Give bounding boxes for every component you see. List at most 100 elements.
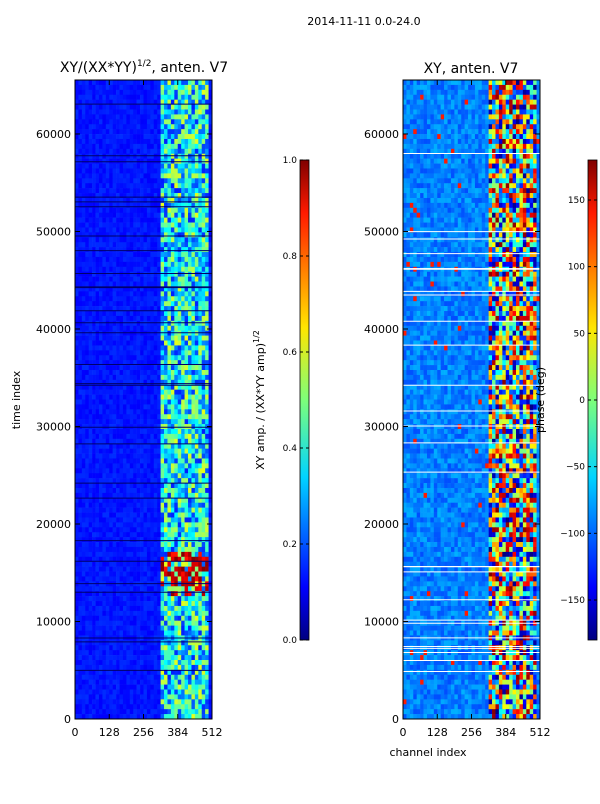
- heatmap-cell: [75, 148, 79, 155]
- heatmap-cell: [177, 537, 182, 543]
- heatmap-cell: [181, 394, 185, 400]
- heatmap-cell: [88, 478, 93, 484]
- heatmap-cell: [98, 183, 103, 189]
- heatmap-cell: [208, 291, 213, 297]
- heatmap-cell: [105, 507, 110, 513]
- heatmap-cell: [177, 350, 182, 356]
- heatmap-cell: [133, 527, 137, 533]
- heatmap-cell: [109, 202, 113, 209]
- heatmap-cell: [133, 193, 137, 199]
- heatmap-cell: [105, 664, 110, 671]
- heatmap-cell: [126, 542, 131, 548]
- heatmap-cell: [143, 315, 148, 322]
- heatmap-cell: [181, 478, 185, 484]
- heatmap-cell: [140, 487, 144, 494]
- heatmap-cell: [119, 320, 124, 327]
- heatmap-cell: [177, 433, 182, 440]
- heatmap-cell: [184, 286, 189, 292]
- heatmap-cell: [88, 586, 93, 592]
- heatmap-cell: [116, 227, 120, 233]
- heatmap-cell: [140, 138, 144, 145]
- heatmap-cell: [116, 517, 120, 523]
- heatmap-cell: [102, 271, 107, 277]
- heatmap-cell: [136, 384, 141, 390]
- heatmap-cell: [122, 291, 127, 297]
- heatmap-cell: [126, 330, 131, 336]
- heatmap-cell: [105, 129, 110, 135]
- heatmap-cell: [133, 271, 137, 277]
- heatmap-cell: [75, 669, 79, 676]
- heatmap-cell: [119, 109, 124, 115]
- heatmap-cell: [184, 148, 189, 155]
- heatmap-cell: [188, 124, 192, 130]
- heatmap-cell: [184, 114, 189, 120]
- heatmap-cell: [78, 537, 83, 543]
- heatmap-cell: [143, 114, 148, 120]
- heatmap-cell: [109, 173, 113, 179]
- heatmap-cell: [146, 483, 151, 489]
- heatmap-cell: [92, 571, 96, 577]
- heatmap-cell: [191, 424, 196, 430]
- heatmap-cell: [143, 532, 148, 538]
- heatmap-cell: [109, 512, 113, 518]
- heatmap-cell: [167, 453, 172, 459]
- heatmap-cell: [160, 247, 165, 253]
- heatmap-cell: [136, 320, 141, 327]
- heatmap-cell: [92, 119, 96, 125]
- heatmap-cell: [109, 546, 113, 553]
- heatmap-cell: [191, 566, 196, 572]
- heatmap-cell: [81, 138, 86, 145]
- heatmap-cell: [177, 591, 182, 597]
- heatmap-cell: [198, 566, 203, 572]
- heatmap-cell: [153, 119, 158, 125]
- heatmap-cell: [95, 183, 100, 189]
- heatmap-cell: [102, 138, 107, 145]
- heatmap-cell: [205, 664, 209, 671]
- heatmap-cell: [174, 330, 179, 336]
- heatmap-cell: [184, 311, 189, 317]
- heatmap-cell: [201, 596, 206, 602]
- heatmap-cell: [92, 379, 96, 386]
- heatmap-cell: [157, 276, 161, 282]
- heatmap-cell: [136, 433, 141, 440]
- heatmap-cell: [109, 276, 113, 282]
- heatmap-cell: [98, 355, 103, 361]
- heatmap-cell: [164, 463, 168, 469]
- heatmap-cell: [164, 399, 168, 405]
- heatmap-cell: [146, 684, 151, 690]
- heatmap-cell: [126, 281, 131, 287]
- heatmap-cell: [208, 365, 213, 371]
- heatmap-cell: [109, 256, 113, 263]
- heatmap-cell: [133, 443, 137, 449]
- heatmap-cell: [109, 109, 113, 115]
- heatmap-cell: [105, 394, 110, 400]
- heatmap-cell: [109, 271, 113, 277]
- heatmap-cell: [188, 443, 192, 449]
- heatmap-cell: [129, 212, 134, 218]
- heatmap-cell: [75, 537, 79, 543]
- heatmap-cell: [119, 183, 124, 189]
- heatmap-cell: [126, 124, 131, 130]
- heatmap-cell: [150, 315, 155, 322]
- heatmap-cell: [122, 232, 127, 238]
- heatmap-cell: [201, 84, 206, 91]
- heatmap-cell: [85, 522, 89, 528]
- heatmap-cell: [177, 301, 182, 307]
- heatmap-cell: [174, 404, 179, 410]
- heatmap-cell: [95, 527, 100, 533]
- heatmap-cell: [150, 620, 155, 626]
- heatmap-cell: [81, 532, 86, 538]
- heatmap-cell: [205, 193, 209, 199]
- heatmap-cell: [102, 605, 107, 612]
- heatmap-cell: [150, 596, 155, 602]
- heatmap-cell: [191, 197, 196, 204]
- heatmap-cell: [116, 340, 120, 346]
- heatmap-cell: [119, 640, 124, 646]
- heatmap-cell: [164, 596, 168, 602]
- heatmap-cell: [177, 561, 182, 567]
- heatmap-cell: [201, 458, 206, 464]
- heatmap-cell: [126, 389, 131, 395]
- heatmap-cell: [208, 242, 213, 248]
- heatmap-cell: [194, 394, 199, 400]
- heatmap-cell: [105, 306, 110, 312]
